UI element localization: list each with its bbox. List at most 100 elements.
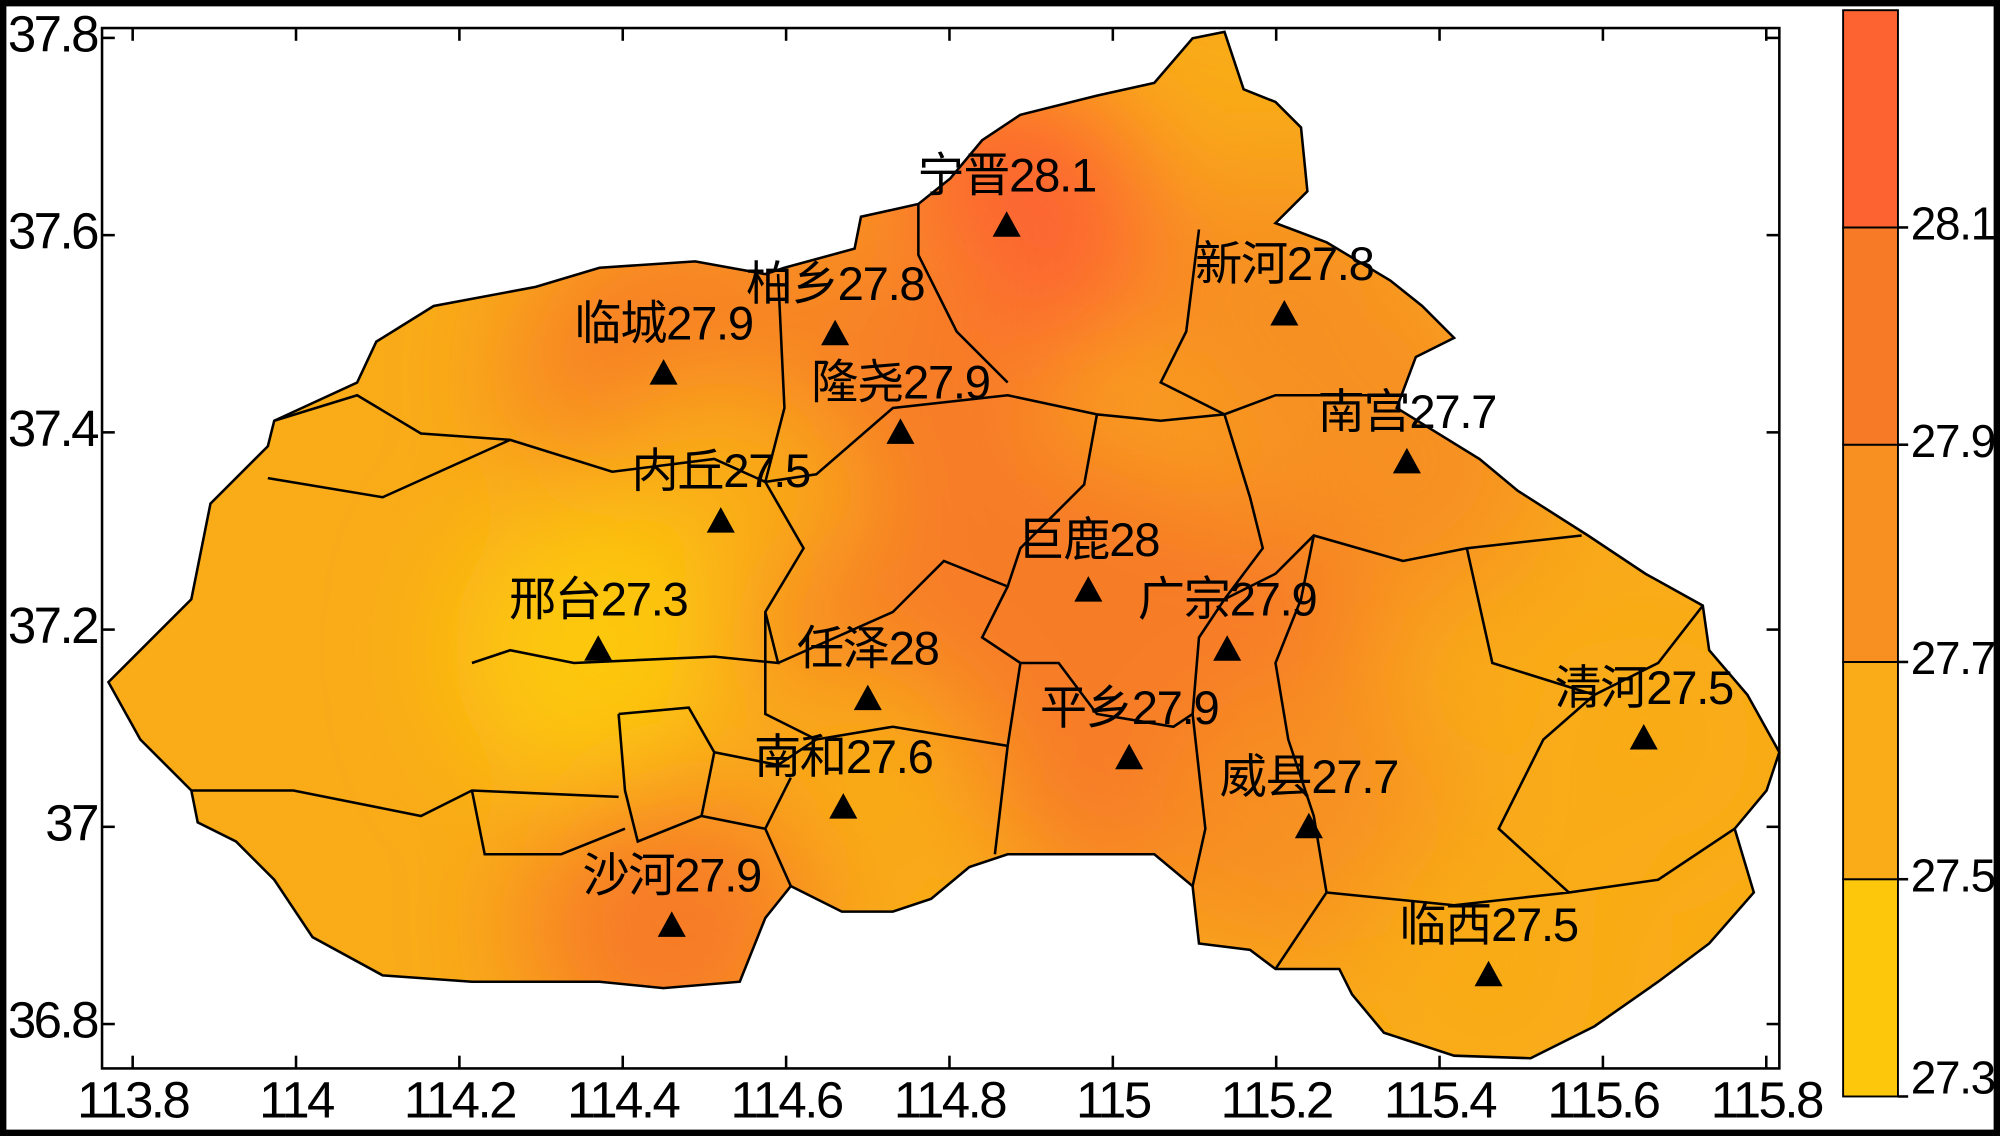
station-value: 27.6 — [846, 731, 933, 784]
station-name: 内丘 — [631, 445, 723, 498]
station-marker — [1270, 300, 1299, 326]
station-name: 平乡 — [1040, 681, 1132, 734]
x-tick-label: 114 — [259, 1072, 334, 1129]
station-label: 任泽28 — [797, 622, 939, 675]
station-marker — [853, 684, 882, 711]
station-name: 广宗 — [1138, 573, 1230, 626]
x-tick-label: 113.8 — [77, 1072, 189, 1129]
station-marker — [706, 507, 735, 533]
y-tick-label: 37.8 — [8, 5, 98, 62]
x-tick-label: 114.4 — [567, 1072, 679, 1129]
station-marker — [886, 418, 915, 444]
station-label: 南和27.6 — [754, 731, 933, 784]
station-value: 27.9 — [1230, 573, 1317, 626]
station-name: 邢台 — [509, 573, 601, 626]
station-value: 27.3 — [601, 573, 688, 626]
station-label: 新河27.8 — [1195, 238, 1374, 291]
station-marker — [1294, 812, 1323, 839]
colorbar-bin — [1842, 661, 1899, 881]
station-marker — [1474, 960, 1503, 987]
station-label: 巨鹿28 — [1017, 514, 1159, 567]
station-label: 内丘27.5 — [631, 445, 810, 498]
colorbar-label: 27.3 — [1911, 1051, 1995, 1103]
station-value: 27.5 — [1646, 662, 1733, 715]
x-tick-label: 114.2 — [404, 1072, 515, 1129]
station-value: 27.9 — [903, 356, 990, 409]
station-name: 沙河 — [582, 849, 674, 902]
station-name: 威县 — [1220, 750, 1312, 803]
station-marker — [1115, 743, 1144, 770]
station-marker — [829, 793, 858, 819]
station-value: 28.1 — [1009, 149, 1096, 202]
plot-frame — [100, 26, 1781, 1070]
station-label: 临城27.9 — [574, 297, 753, 350]
station-name: 隆尧 — [811, 356, 903, 409]
y-tick-label: 36.8 — [8, 992, 98, 1049]
y-tick-label: 37 — [45, 794, 97, 851]
station-label: 柏乡27.8 — [746, 257, 925, 310]
colorbar-bin — [1842, 443, 1899, 663]
station-value: 28 — [1109, 514, 1159, 567]
colorbar-label: 27.7 — [1911, 632, 1995, 684]
station-value: 27.7 — [1311, 750, 1398, 803]
station-marker — [1629, 724, 1658, 750]
station-label: 隆尧27.9 — [811, 356, 990, 409]
station-value: 27.9 — [674, 849, 761, 902]
station-label: 宁晋28.1 — [917, 149, 1096, 202]
station-name: 任泽 — [797, 622, 889, 675]
station-name: 南和 — [754, 731, 846, 784]
station-value: 27.9 — [1132, 681, 1219, 734]
station-label: 威县27.7 — [1220, 750, 1399, 803]
station-name: 宁晋 — [917, 149, 1009, 202]
station-value: 27.5 — [723, 445, 810, 498]
station-name: 临城 — [574, 297, 666, 350]
x-tick-label: 115.2 — [1221, 1072, 1332, 1129]
station-label: 邢台27.3 — [509, 573, 688, 626]
county-boundaries — [107, 30, 1781, 1060]
station-value: 27.8 — [1287, 238, 1374, 291]
y-tick-label: 37.4 — [8, 400, 98, 457]
station-value: 27.9 — [666, 297, 753, 350]
x-tick-label: 114.6 — [731, 1072, 843, 1129]
station-marker — [649, 359, 678, 385]
station-marker — [584, 635, 613, 661]
station-marker — [1213, 635, 1242, 661]
station-label: 平乡27.9 — [1040, 681, 1219, 734]
x-tick-label: 115 — [1076, 1072, 1151, 1129]
colorbar-bin — [1842, 9, 1899, 229]
station-label: 南宫27.7 — [1318, 386, 1497, 439]
station-value: 27.7 — [1409, 386, 1496, 439]
station-value: 27.8 — [838, 257, 925, 310]
station-marker — [657, 911, 686, 937]
colorbar-label: 28.1 — [1911, 198, 1995, 250]
station-marker — [1392, 447, 1421, 474]
colorbar-bin — [1842, 878, 1899, 1098]
axes: 113.8 114 114.2 114.4 114.6 114.8 115 115.2 115.… — [8, 5, 1826, 1129]
station-marker — [992, 211, 1021, 237]
x-tick-label: 115.6 — [1547, 1072, 1659, 1129]
station-marker — [1074, 576, 1103, 602]
station-label: 清河27.5 — [1554, 662, 1733, 715]
station-name: 临西 — [1399, 898, 1491, 951]
station-name: 新河 — [1195, 238, 1287, 291]
colorbar: 27.3 27.5 27.7 27.9 28.1 — [1842, 9, 1996, 1103]
station-marker — [821, 319, 850, 346]
colorbar-label: 27.5 — [1911, 849, 1995, 901]
station-label: 沙河27.9 — [582, 849, 761, 902]
station-name: 巨鹿 — [1017, 514, 1109, 567]
station-name: 南宫 — [1318, 386, 1410, 439]
x-tick-label: 115.8 — [1711, 1072, 1823, 1129]
x-tick-label: 115.4 — [1384, 1072, 1496, 1129]
y-tick-label: 37.2 — [8, 597, 97, 654]
station-label: 广宗27.9 — [1138, 573, 1317, 626]
station-label: 临西27.5 — [1399, 898, 1578, 951]
x-tick-label: 114.8 — [894, 1072, 1006, 1129]
y-tick-label: 37.6 — [8, 203, 98, 260]
colorbar-bin — [1842, 226, 1899, 446]
station-value: 27.5 — [1491, 898, 1578, 951]
station-name: 柏乡 — [746, 257, 838, 310]
stations: 宁晋28.1新河27.8柏乡27.8临城27.9隆尧27.9南宫27.7内丘27… — [509, 149, 1734, 987]
colorbar-label: 27.9 — [1911, 415, 1995, 467]
station-name: 清河 — [1554, 662, 1646, 715]
